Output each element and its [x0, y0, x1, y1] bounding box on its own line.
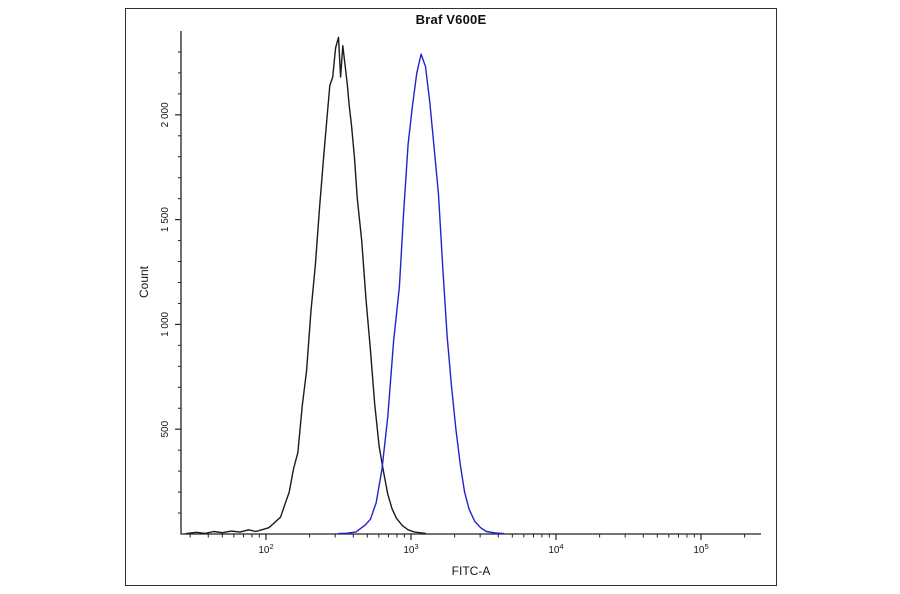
black-curve — [185, 36, 427, 535]
y-tick-label: 500 — [160, 420, 171, 437]
y-tick-label: 1 000 — [160, 311, 171, 336]
curves — [185, 36, 505, 535]
y-axis-label: Count — [137, 265, 151, 298]
y-tick-label: 1 500 — [160, 207, 171, 232]
chart-title: Braf V600E — [415, 12, 487, 27]
x-tick-label: 105 — [693, 542, 708, 556]
x-axis-label: FITC-A — [452, 564, 491, 578]
flow-histogram-plot: 102 103 104 105 500 1 000 1 500 2 000 FITC-A Co… — [137, 31, 761, 578]
x-tick-label: 103 — [403, 542, 418, 556]
chart-panel: 102 103 104 105 500 1 000 1 500 2 000 FITC-A Co… — [125, 8, 777, 586]
x-tick-label: 102 — [258, 542, 273, 556]
axes: 102 103 104 105 500 1 000 1 500 2 000 — [160, 31, 761, 556]
axis-lines — [180, 31, 761, 535]
y-tick-label: 2 000 — [160, 102, 171, 127]
blue-curve — [337, 53, 505, 535]
x-tick-label: 104 — [548, 542, 563, 556]
